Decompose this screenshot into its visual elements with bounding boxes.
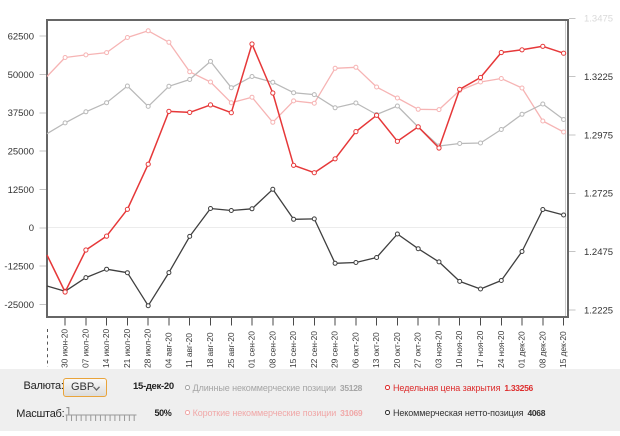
svg-text:04 авг-20: 04 авг-20 (163, 332, 173, 368)
svg-text:1.3475: 1.3475 (584, 14, 613, 25)
svg-text:15 дек-20: 15 дек-20 (558, 331, 568, 368)
svg-text:18 авг-20: 18 авг-20 (205, 332, 215, 368)
svg-text:21 июл-20: 21 июл-20 (122, 329, 132, 368)
svg-text:37500: 37500 (8, 108, 34, 119)
svg-text:25 авг-20: 25 авг-20 (226, 332, 236, 368)
svg-text:1.2975: 1.2975 (584, 130, 613, 141)
svg-text:15 сен-20: 15 сен-20 (288, 331, 298, 368)
svg-text:12500: 12500 (8, 185, 34, 196)
svg-text:-12500: -12500 (4, 261, 34, 272)
svg-text:06 окт-20: 06 окт-20 (350, 332, 360, 368)
svg-text:29 сен-20: 29 сен-20 (330, 331, 340, 368)
svg-text:0: 0 (29, 223, 34, 234)
svg-text:30 июн-20: 30 июн-20 (60, 329, 70, 368)
svg-text:-25000: -25000 (4, 300, 34, 311)
svg-text:1.3225: 1.3225 (584, 72, 613, 83)
svg-text:17 ноя-20: 17 ноя-20 (475, 330, 485, 368)
svg-text:08 сен-20: 08 сен-20 (267, 331, 277, 368)
svg-text:28 июл-20: 28 июл-20 (143, 329, 153, 368)
svg-text:07 июл-20: 07 июл-20 (80, 329, 90, 368)
svg-text:22 сен-20: 22 сен-20 (309, 331, 319, 368)
svg-text:10 ноя-20: 10 ноя-20 (454, 330, 464, 368)
svg-text:14 июл-20: 14 июл-20 (101, 329, 111, 368)
svg-text:50000: 50000 (8, 70, 34, 81)
svg-text:1.2225: 1.2225 (584, 305, 613, 316)
svg-text:25000: 25000 (8, 146, 34, 157)
svg-text:01 сен-20: 01 сен-20 (247, 331, 257, 368)
svg-text:01 дек-20: 01 дек-20 (517, 331, 527, 368)
svg-text:08 дек-20: 08 дек-20 (537, 331, 547, 368)
svg-text:13 окт-20: 13 окт-20 (371, 332, 381, 368)
svg-text:11 авг-20: 11 авг-20 (184, 333, 194, 368)
svg-text:27 окт-20: 27 окт-20 (413, 332, 423, 368)
svg-text:03 ноя-20: 03 ноя-20 (434, 330, 444, 368)
svg-text:62500: 62500 (8, 32, 34, 43)
svg-text:24 ноя-20: 24 ноя-20 (496, 330, 506, 368)
svg-text:20 окт-20: 20 окт-20 (392, 332, 402, 368)
svg-text:1.2475: 1.2475 (584, 247, 613, 258)
svg-text:1.2725: 1.2725 (584, 189, 613, 200)
